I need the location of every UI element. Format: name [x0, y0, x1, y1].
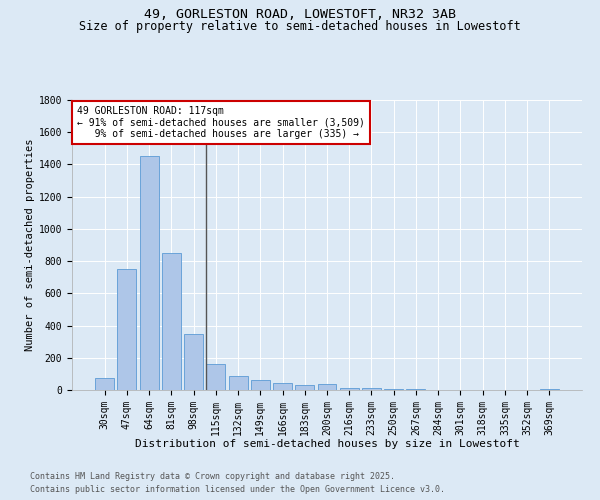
Bar: [251, 380, 270, 390]
Text: 49, GORLESTON ROAD, LOWESTOFT, NR32 3AB: 49, GORLESTON ROAD, LOWESTOFT, NR32 3AB: [144, 8, 456, 20]
Bar: [317, 384, 337, 390]
Bar: [406, 389, 425, 390]
Bar: [540, 389, 559, 390]
Bar: [362, 388, 381, 390]
Y-axis label: Number of semi-detached properties: Number of semi-detached properties: [25, 138, 35, 352]
Text: 49 GORLESTON ROAD: 117sqm
← 91% of semi-detached houses are smaller (3,509)
   9: 49 GORLESTON ROAD: 117sqm ← 91% of semi-…: [77, 106, 365, 139]
Bar: [273, 383, 292, 390]
X-axis label: Distribution of semi-detached houses by size in Lowestoft: Distribution of semi-detached houses by …: [134, 439, 520, 449]
Bar: [340, 388, 359, 390]
Bar: [295, 385, 314, 390]
Bar: [140, 156, 158, 390]
Bar: [184, 334, 203, 390]
Bar: [206, 364, 225, 390]
Text: Contains public sector information licensed under the Open Government Licence v3: Contains public sector information licen…: [30, 484, 445, 494]
Text: Size of property relative to semi-detached houses in Lowestoft: Size of property relative to semi-detach…: [79, 20, 521, 33]
Bar: [162, 253, 181, 390]
Bar: [384, 389, 403, 390]
Bar: [229, 376, 248, 390]
Bar: [95, 378, 114, 390]
Text: Contains HM Land Registry data © Crown copyright and database right 2025.: Contains HM Land Registry data © Crown c…: [30, 472, 395, 481]
Bar: [118, 269, 136, 390]
